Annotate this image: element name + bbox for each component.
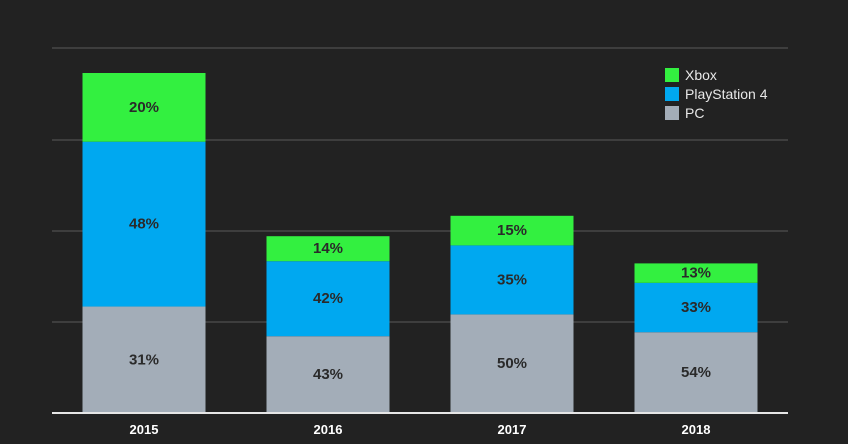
legend-swatch-pc xyxy=(665,106,679,120)
data-label-2017-xbox: 15% xyxy=(497,222,527,239)
data-label-2015-playstation-4: 48% xyxy=(129,216,159,233)
x-tick-2018: 2018 xyxy=(682,422,711,437)
bar-2017-playstation-4 xyxy=(450,245,574,315)
bar-2015-pc xyxy=(82,306,206,413)
bars: 31% 48% 20% 43% 42% 14% 50% 35% 15% 54% 33% 13% xyxy=(82,73,758,413)
bar-2018-playstation-4 xyxy=(634,282,758,333)
bar-2018-xbox xyxy=(634,263,758,283)
legend-label-playstation-4: PlayStation 4 xyxy=(685,86,768,102)
bar-2016-playstation-4 xyxy=(266,261,390,337)
bar-2016-xbox xyxy=(266,236,390,262)
bar-2016-pc xyxy=(266,336,390,413)
x-tick-2015: 2015 xyxy=(130,422,159,437)
data-label-2018-pc: 54% xyxy=(681,364,711,381)
data-label-2018-playstation-4: 33% xyxy=(681,299,711,316)
x-tick-2016: 2016 xyxy=(314,422,343,437)
bar-2018-pc xyxy=(634,332,758,413)
legend-swatch-playstation-4 xyxy=(665,87,679,101)
bar-2017-xbox xyxy=(450,215,574,246)
data-label-2016-xbox: 14% xyxy=(313,240,343,257)
bar-2015-xbox xyxy=(82,73,206,142)
data-label-2018-xbox: 13% xyxy=(681,265,711,282)
data-label-2017-playstation-4: 35% xyxy=(497,271,527,288)
data-label-2016-playstation-4: 42% xyxy=(313,290,343,307)
legend: Xbox PlayStation 4 PC xyxy=(665,67,768,121)
legend-label-xbox: Xbox xyxy=(685,67,717,83)
x-tick-2017: 2017 xyxy=(498,422,527,437)
bar-2015-playstation-4 xyxy=(82,141,206,307)
data-label-2017-pc: 50% xyxy=(497,355,527,372)
data-label-2016-pc: 43% xyxy=(313,366,343,383)
bar-2017-pc xyxy=(450,314,574,413)
data-label-2015-pc: 31% xyxy=(129,351,159,368)
x-tick-labels: 2015 2016 2017 2018 xyxy=(130,422,711,437)
legend-swatch-xbox xyxy=(665,68,679,82)
data-label-2015-xbox: 20% xyxy=(129,99,159,116)
legend-label-pc: PC xyxy=(685,105,704,121)
